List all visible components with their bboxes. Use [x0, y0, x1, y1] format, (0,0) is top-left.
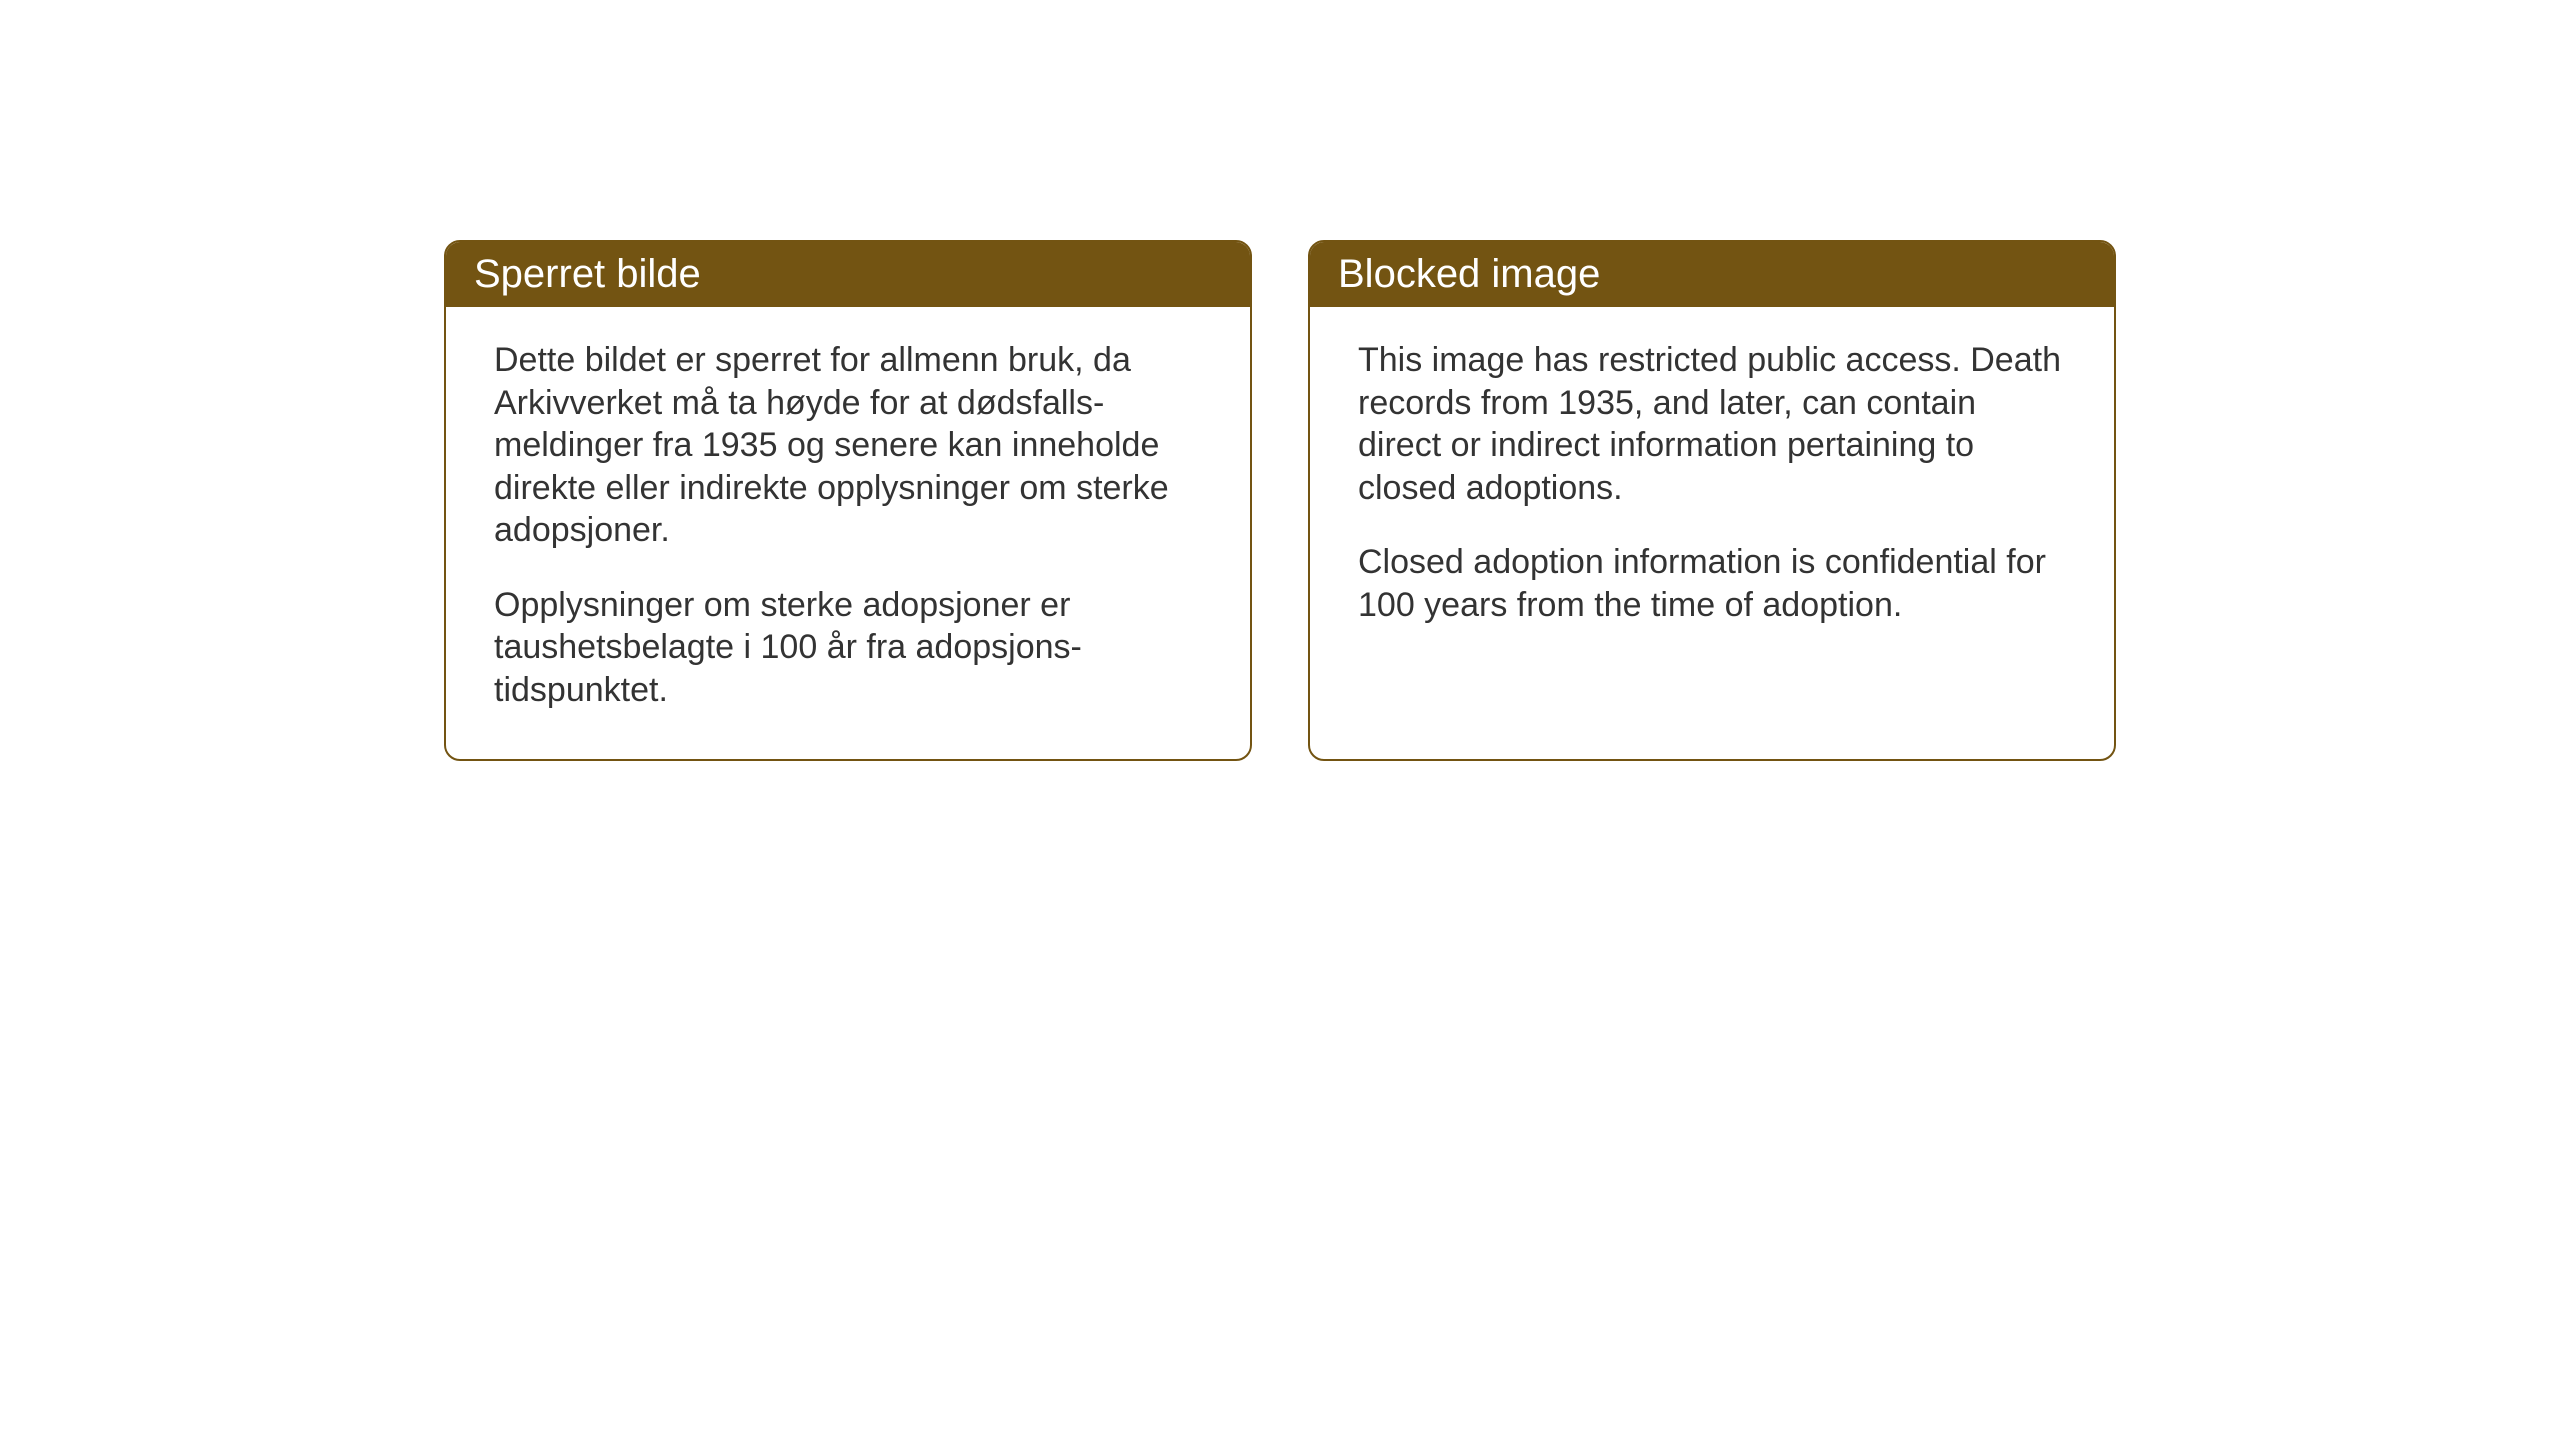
norwegian-paragraph-1: Dette bildet er sperret for allmenn bruk… [494, 339, 1202, 552]
english-card-body: This image has restricted public access.… [1310, 307, 2114, 674]
norwegian-paragraph-2: Opplysninger om sterke adopsjoner er tau… [494, 584, 1202, 712]
norwegian-card-header: Sperret bilde [446, 242, 1250, 307]
norwegian-card: Sperret bilde Dette bildet er sperret fo… [444, 240, 1252, 761]
english-card-header: Blocked image [1310, 242, 2114, 307]
english-card: Blocked image This image has restricted … [1308, 240, 2116, 761]
english-paragraph-2: Closed adoption information is confident… [1358, 541, 2066, 626]
norwegian-card-body: Dette bildet er sperret for allmenn bruk… [446, 307, 1250, 759]
english-paragraph-1: This image has restricted public access.… [1358, 339, 2066, 509]
cards-container: Sperret bilde Dette bildet er sperret fo… [0, 0, 2560, 761]
